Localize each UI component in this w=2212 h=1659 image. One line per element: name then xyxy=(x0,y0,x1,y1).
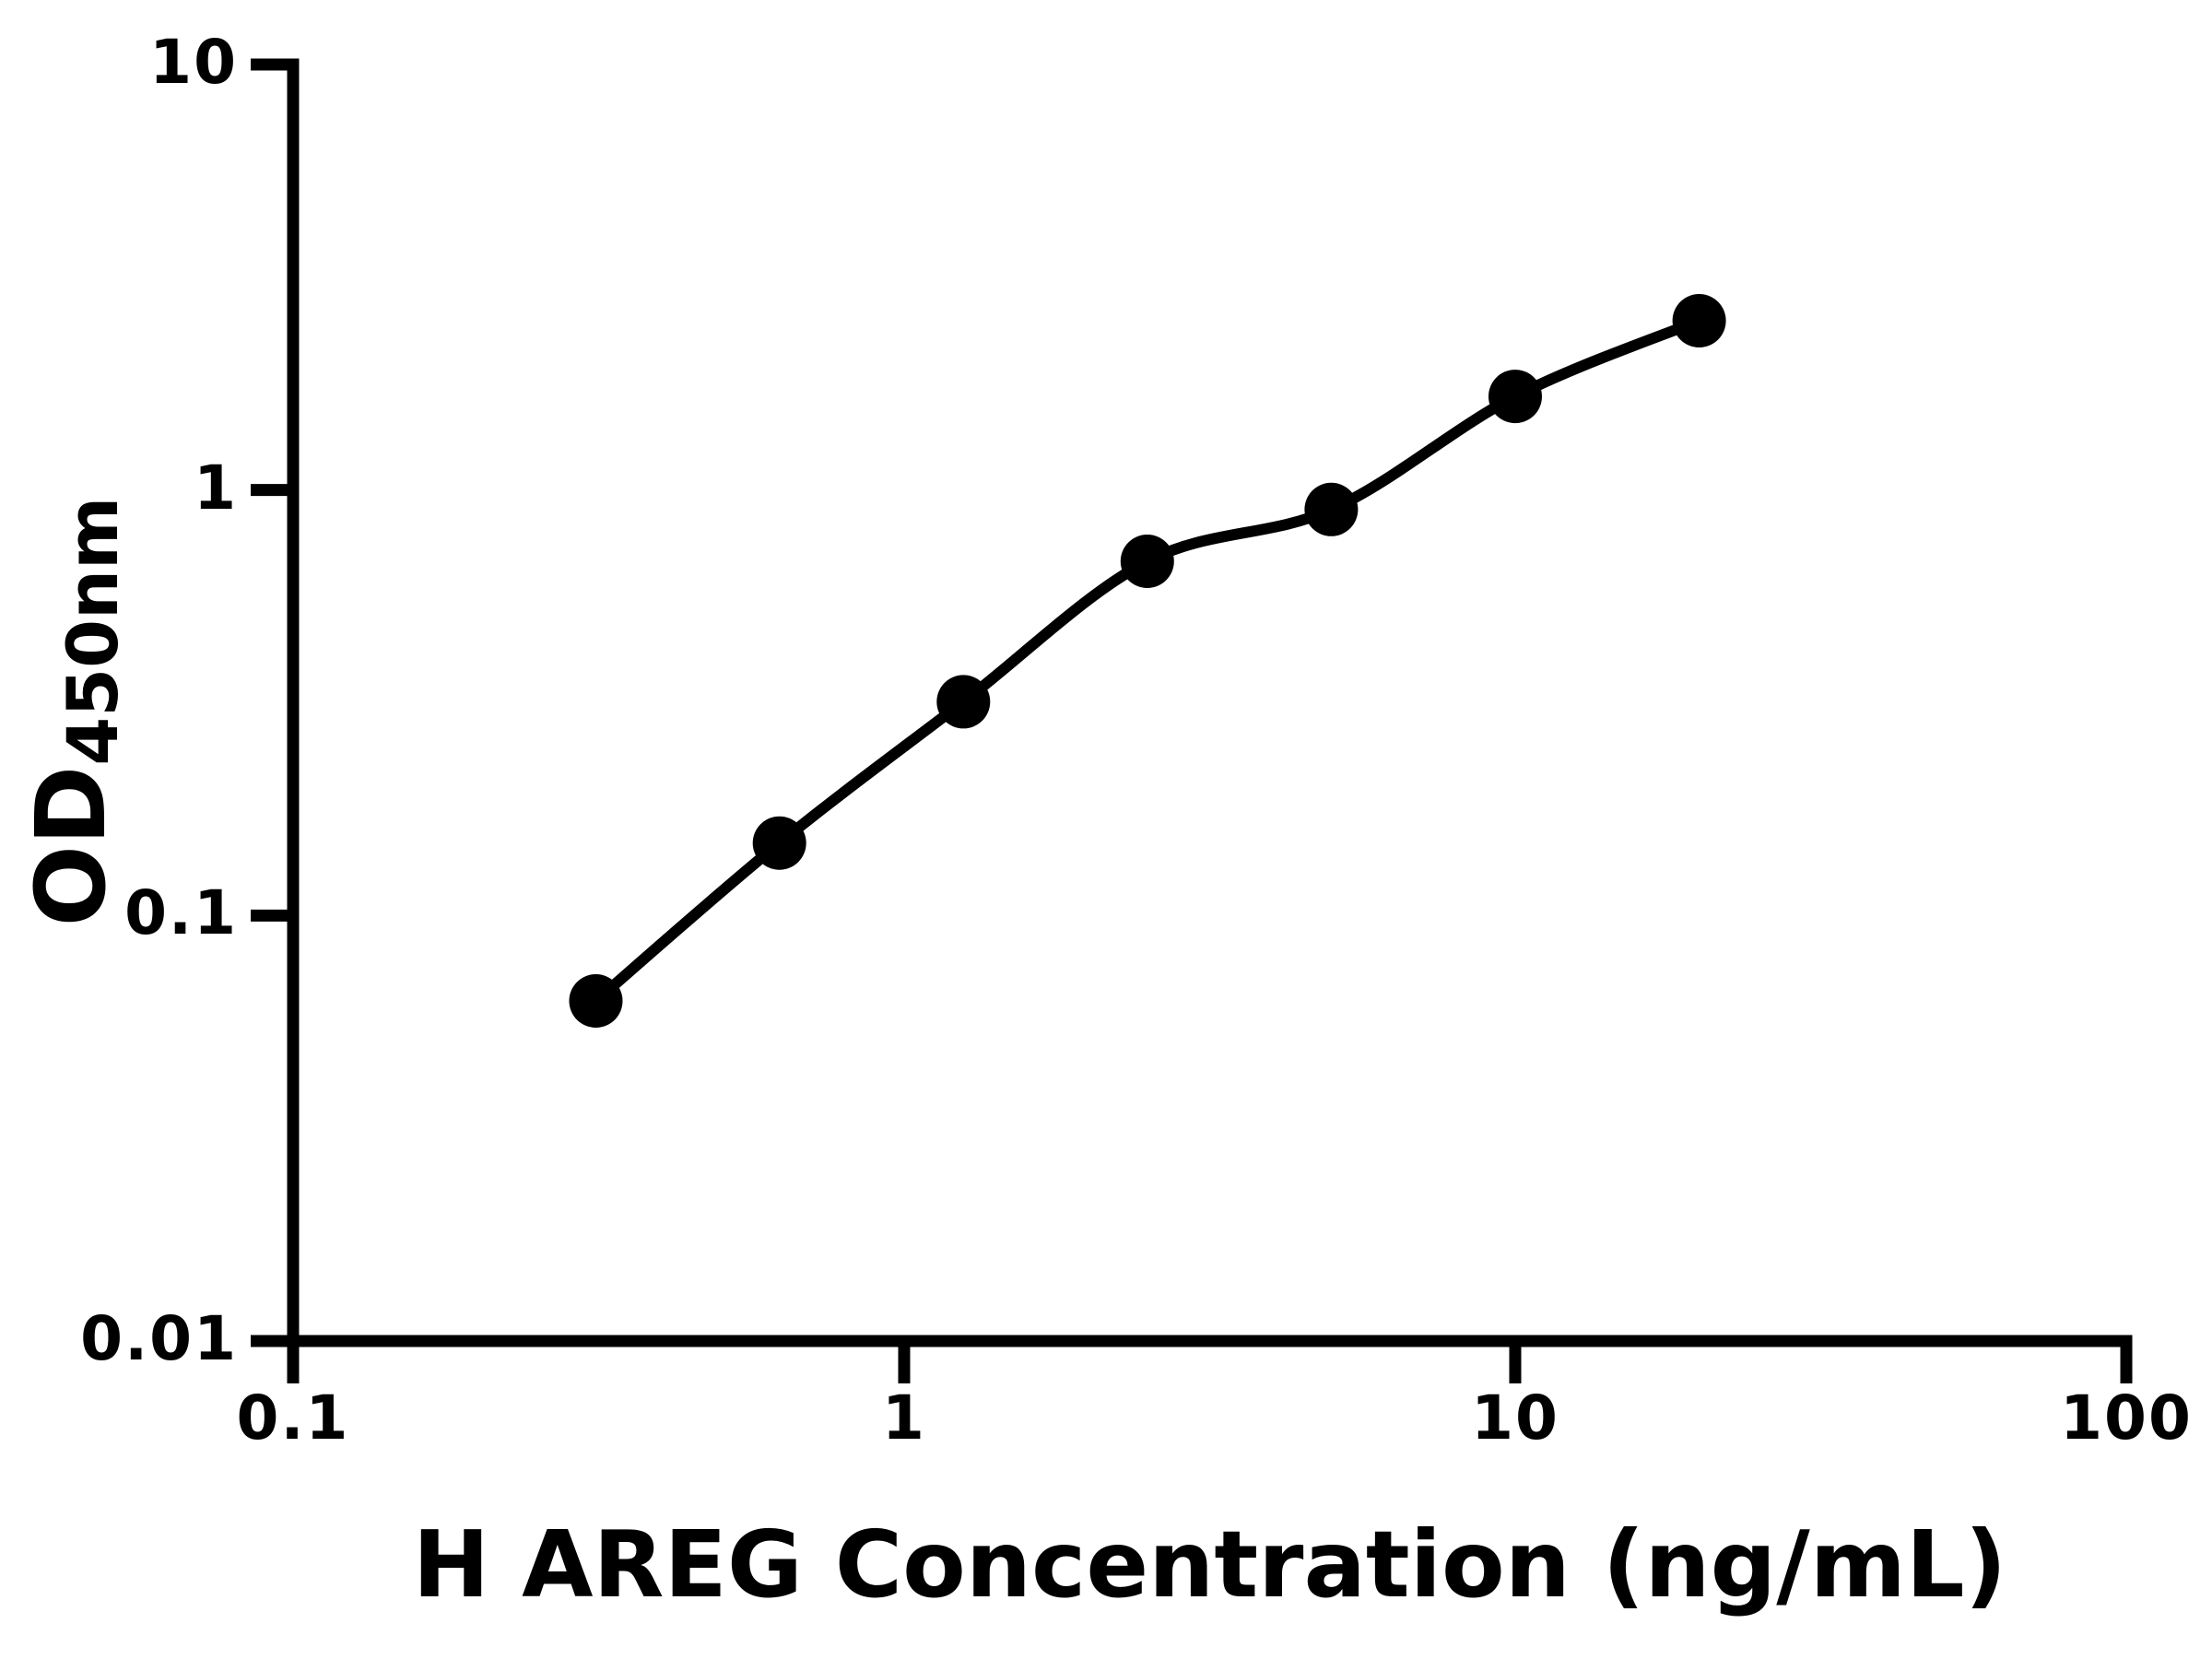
y-axis-title-subscript: 450nm xyxy=(52,496,134,766)
data-point xyxy=(1488,370,1542,424)
x-tick-label: 0.1 xyxy=(236,1382,350,1453)
y-axis-title: OD450nm xyxy=(15,497,134,927)
x-tick-label: 1 xyxy=(882,1382,926,1453)
data-point xyxy=(936,675,991,729)
fit-curve xyxy=(590,315,1705,1006)
data-point xyxy=(1672,294,1726,347)
data-point xyxy=(752,816,806,870)
x-tick-label: 100 xyxy=(2060,1382,2193,1453)
y-tick-label: 10 xyxy=(149,27,238,98)
y-tick-label: 0.01 xyxy=(80,1303,238,1374)
y-tick-label: 0.1 xyxy=(124,877,238,949)
data-point xyxy=(1120,535,1174,588)
y-axis-title-main: OD xyxy=(15,765,127,927)
data-point xyxy=(569,974,623,1028)
data-point xyxy=(1304,482,1359,536)
x-axis-title: H AREG Concentration (ng/mL) xyxy=(412,1511,2007,1618)
y-tick-label: 1 xyxy=(194,452,238,524)
x-tick-label: 10 xyxy=(1471,1382,1559,1453)
